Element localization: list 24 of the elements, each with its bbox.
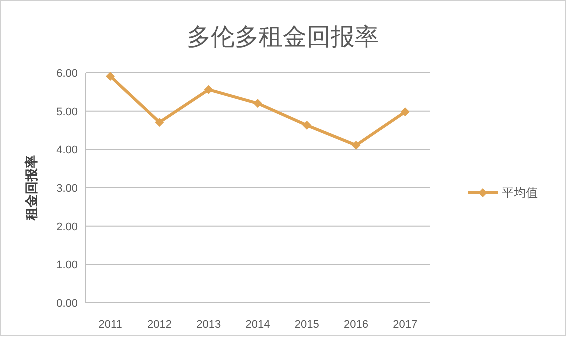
point [204,85,214,94]
x-tick-label: 2016 [344,319,369,331]
x-tick-label: 2013 [196,319,222,331]
x-tick-label: 2012 [147,319,172,331]
legend-label: 平均值 [502,186,538,200]
y-tick-label: 3.00 [56,183,78,195]
x-tick-label: 2017 [393,319,418,331]
point [302,121,312,130]
y-axis-title: 租金回报率 [24,156,39,222]
point [155,118,164,127]
y-tick-label: 0.00 [56,298,78,310]
y-tick-label: 5.00 [56,106,78,118]
point [400,108,410,117]
y-tick-label: 1.00 [56,260,78,272]
x-tick-label: 2011 [98,319,122,331]
point [254,99,262,108]
chart-title: 多伦多租金回报率 [187,24,379,51]
y-tick-label: 2.00 [56,221,78,234]
x-tick-label: 2015 [294,319,320,331]
x-tick-label: 2014 [246,319,270,331]
y-tick-label: 4.00 [56,144,78,157]
y-tick-label: 6.00 [56,68,78,80]
point [106,72,116,81]
point [352,140,361,150]
